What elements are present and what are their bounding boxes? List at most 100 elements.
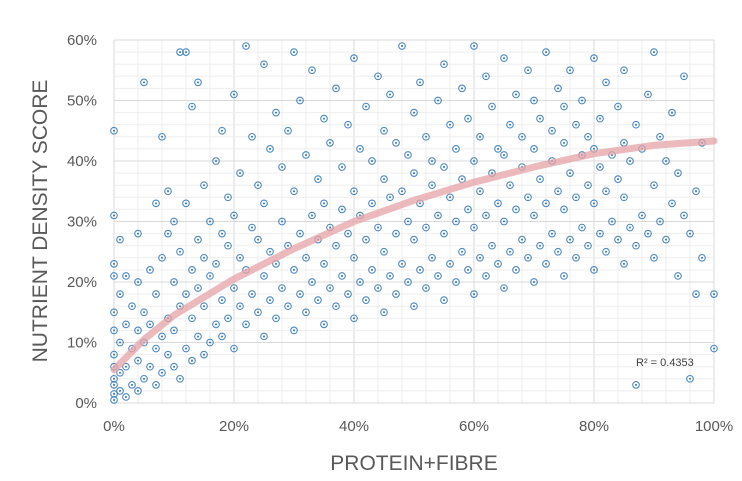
scatter-point-dot: [113, 398, 115, 401]
scatter-point-ring: [224, 193, 232, 202]
scatter-point-ring: [344, 120, 352, 129]
scatter-point-ring: [254, 181, 262, 190]
scatter-point-ring: [152, 381, 160, 389]
scatter-point-ring: [128, 381, 136, 389]
scatter-point-dot: [125, 323, 127, 326]
scatter-point: [494, 199, 502, 208]
scatter-point: [266, 145, 274, 153]
scatter-point-ring: [350, 253, 358, 262]
scatter-point: [470, 42, 478, 50]
scatter-point-ring: [200, 302, 208, 311]
scatter-point-dot: [587, 244, 589, 247]
scatter-point-ring: [620, 66, 628, 75]
scatter-point: [122, 393, 130, 401]
scatter-point-dot: [191, 105, 193, 108]
scatter-point: [590, 199, 598, 208]
scatter-point-ring: [146, 266, 154, 274]
scatter-point-ring: [488, 241, 496, 250]
scatter-point-ring: [374, 284, 382, 292]
scatter-point: [710, 344, 718, 353]
scatter-point-dot: [443, 232, 445, 235]
scatter-point: [530, 145, 538, 153]
scatter-point-dot: [491, 105, 493, 108]
scatter-point-dot: [179, 377, 181, 380]
scatter-point: [506, 247, 514, 256]
scatter-point-ring: [182, 48, 190, 56]
scatter-point: [440, 229, 448, 238]
scatter-point: [512, 266, 520, 274]
scatter-point: [110, 390, 118, 398]
scatter-point-dot: [269, 299, 271, 302]
scatter-point-dot: [383, 129, 385, 132]
scatter-point-ring: [650, 181, 658, 190]
scatter-point: [650, 181, 658, 190]
scatter-point-ring: [608, 217, 616, 226]
scatter-point-ring: [446, 120, 454, 129]
scatter-point: [290, 187, 298, 196]
scatter-point: [602, 78, 610, 87]
scatter-point-dot: [131, 305, 133, 308]
scatter-point-ring: [554, 84, 562, 93]
scatter-point-dot: [341, 166, 343, 169]
scatter-point-ring: [530, 145, 538, 153]
scatter-point: [158, 132, 166, 141]
scatter-point: [152, 199, 160, 208]
scatter-point-ring: [200, 350, 208, 359]
scatter-point: [362, 296, 370, 305]
scatter-point-ring: [326, 284, 334, 292]
scatter-point-dot: [671, 202, 673, 205]
scatter-point-dot: [539, 178, 541, 181]
scatter-point-ring: [158, 132, 166, 141]
scatter-point-ring: [500, 54, 508, 63]
scatter-point-dot: [437, 274, 439, 277]
scatter-point-dot: [443, 63, 445, 66]
scatter-point-ring: [158, 332, 166, 341]
scatter-point-ring: [584, 241, 592, 250]
scatter-point-ring: [170, 278, 178, 286]
scatter-point-dot: [509, 123, 511, 126]
scatter-point: [248, 223, 256, 232]
scatter-point-ring: [542, 48, 550, 56]
scatter-point: [446, 260, 454, 268]
scatter-point-ring: [224, 314, 232, 323]
scatter-point-dot: [275, 262, 277, 265]
scatter-point-ring: [116, 290, 124, 298]
scatter-point-dot: [239, 172, 241, 175]
scatter-point: [674, 169, 682, 177]
scatter-point-ring: [320, 260, 328, 268]
scatter-point-ring: [482, 211, 490, 220]
scatter-point-ring: [218, 229, 226, 238]
scatter-point-dot: [113, 262, 115, 265]
scatter-point: [602, 187, 610, 196]
scatter-point-dot: [407, 153, 409, 156]
scatter-point-dot: [233, 93, 235, 96]
scatter-point-dot: [245, 45, 247, 48]
scatter-point: [572, 193, 580, 202]
scatter-point: [116, 290, 124, 298]
scatter-point: [398, 260, 406, 268]
scatter-point-dot: [671, 111, 673, 114]
scatter-point-ring: [578, 96, 586, 105]
scatter-point-dot: [617, 178, 619, 181]
scatter-point-dot: [323, 262, 325, 265]
scatter-point-ring: [386, 272, 394, 280]
scatter-point: [632, 120, 640, 129]
scatter-point-dot: [329, 141, 331, 144]
scatter-point: [338, 205, 346, 214]
scatter-point-ring: [464, 205, 472, 214]
scatter-point-dot: [137, 329, 139, 332]
scatter-point-dot: [503, 57, 505, 60]
scatter-point-ring: [338, 163, 346, 171]
scatter-point-dot: [317, 178, 319, 181]
scatter-point: [206, 217, 214, 226]
scatter-point-ring: [110, 260, 118, 268]
scatter-point-ring: [542, 260, 550, 268]
scatter-point-dot: [557, 250, 559, 253]
scatter-point-ring: [248, 223, 256, 232]
scatter-point-ring: [656, 217, 664, 226]
scatter-point-dot: [293, 329, 295, 332]
scatter-point-dot: [185, 51, 187, 54]
scatter-point-ring: [278, 217, 286, 226]
scatter-point-ring: [410, 235, 418, 244]
